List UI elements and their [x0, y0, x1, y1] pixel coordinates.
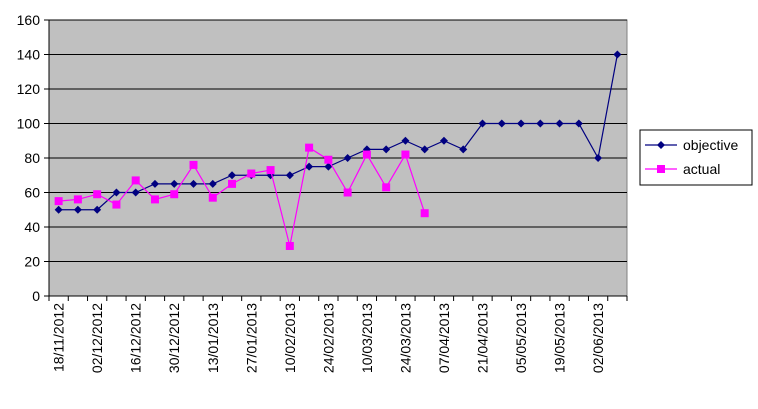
data-point-actual: [266, 166, 275, 175]
x-tick-label: 05/05/2013: [513, 303, 529, 373]
data-point-objective: [574, 119, 583, 128]
legend-box: [639, 129, 753, 186]
data-point-objective: [73, 205, 82, 214]
data-point-objective: [112, 188, 121, 197]
data-point-objective: [613, 50, 622, 59]
data-point-actual: [401, 150, 410, 159]
y-tick-label: 120: [17, 81, 41, 97]
data-point-actual: [305, 143, 314, 152]
data-point-objective: [305, 162, 314, 171]
data-point-objective: [555, 119, 564, 128]
data-point-objective: [594, 154, 603, 162]
x-tick-label: 24/02/2013: [320, 303, 336, 373]
data-point-objective: [517, 119, 526, 128]
legend-label-actual: actual: [683, 161, 720, 177]
data-point-objective: [131, 188, 140, 197]
y-tick-label: 140: [17, 47, 41, 63]
y-axis-tick-labels: 0 20 40 60 80 100 120 140 160: [17, 12, 41, 304]
data-point-objective: [170, 179, 179, 188]
data-point-objective: [150, 179, 159, 188]
x-tick-label: 24/03/2013: [397, 303, 413, 373]
data-point-objective: [401, 136, 410, 145]
data-point-actual: [324, 155, 333, 164]
data-point-objective: [54, 205, 63, 214]
legend-marker-actual: [657, 165, 665, 173]
x-tick-label: 02/06/2013: [590, 303, 606, 373]
data-point-actual: [189, 160, 198, 169]
data-point-objective: [93, 205, 102, 214]
x-tick-label: 02/12/2012: [89, 303, 105, 373]
series-line-actual: [58, 146, 426, 247]
x-tick-label: 18/11/2012: [51, 303, 67, 372]
data-point-actual: [420, 209, 429, 218]
axes: [48, 20, 628, 301]
data-point-objective: [208, 179, 217, 188]
data-point-objective: [478, 119, 487, 128]
x-tick-label: 10/03/2013: [359, 303, 375, 373]
x-tick-label: 16/12/2012: [128, 303, 144, 373]
y-tick-label: 60: [24, 185, 40, 201]
x-tick-label: 30/12/2012: [166, 303, 182, 373]
x-tick-label: 07/04/2013: [436, 303, 452, 373]
x-tick-label: 27/01/2013: [243, 303, 259, 373]
y-tick-label: 80: [24, 150, 40, 166]
legend-marker-objective: [657, 141, 665, 149]
y-tick-label: 20: [24, 254, 40, 270]
data-point-objective: [536, 119, 545, 128]
data-point-actual: [170, 190, 179, 199]
data-point-objective: [420, 145, 429, 154]
legend: objective actual: [639, 129, 753, 186]
y-tick-label: 160: [17, 12, 41, 28]
data-point-objective: [382, 145, 391, 154]
data-point-actual: [362, 150, 371, 159]
data-point-actual: [150, 195, 159, 204]
data-point-actual: [247, 169, 256, 178]
data-point-actual: [54, 197, 63, 206]
data-point-actual: [208, 193, 217, 202]
x-tick-label: 21/04/2013: [475, 303, 491, 373]
x-tick-label: 13/01/2013: [205, 303, 221, 373]
data-point-actual: [131, 176, 140, 185]
data-point-objective: [343, 154, 352, 162]
x-tick-label: 10/02/2013: [282, 303, 298, 373]
data-point-objective: [285, 171, 294, 180]
y-tick-label: 40: [24, 219, 40, 235]
data-point-actual: [93, 190, 102, 199]
data-point-objective: [324, 162, 333, 171]
data-point-actual: [228, 179, 237, 188]
data-point-objective: [439, 136, 448, 145]
data-point-objective: [189, 179, 198, 188]
y-tick-label: 0: [32, 288, 40, 304]
data-point-objective: [459, 145, 468, 154]
x-axis-tick-labels: 18/11/2012 02/12/2012 16/12/2012 30/12/2012…: [51, 303, 606, 373]
y-tick-label: 100: [17, 116, 41, 132]
data-point-objective: [228, 171, 237, 180]
data-point-actual: [112, 200, 121, 209]
data-point-actual: [382, 183, 391, 192]
x-tick-label: 19/05/2013: [552, 303, 568, 373]
gridlines: [44, 19, 627, 297]
series-layer: [54, 50, 622, 250]
data-point-actual: [343, 188, 352, 197]
data-point-objective: [497, 119, 506, 128]
legend-label-objective: objective: [683, 137, 738, 153]
legend-items: objective actual: [645, 137, 738, 177]
data-point-actual: [73, 195, 82, 204]
data-point-actual: [285, 241, 294, 250]
